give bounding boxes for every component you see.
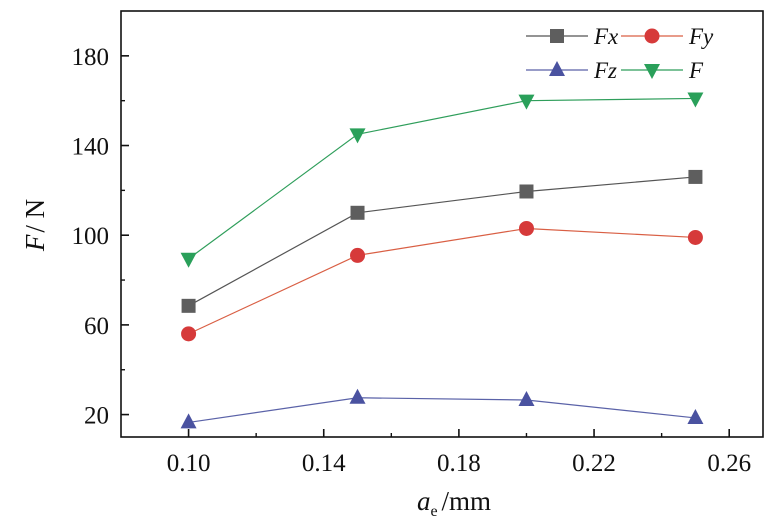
series-f	[180, 92, 704, 268]
data-point-f	[687, 92, 704, 108]
x-tick-label: 0.14	[302, 450, 346, 477]
data-point-fx	[688, 169, 703, 184]
x-tick-label: 0.26	[707, 450, 751, 477]
series-line-fx	[188, 176, 696, 307]
data-point-fz	[687, 408, 704, 424]
series-line-fz	[188, 397, 696, 424]
series-line-f	[188, 97, 696, 260]
series-fz	[180, 388, 704, 429]
legend-item-f: F	[621, 58, 704, 83]
y-axis-title-unit: / N	[20, 199, 50, 233]
x-tick-label: 0.22	[572, 450, 616, 477]
data-point-fx	[519, 184, 534, 199]
legend: Fx Fy Fz F	[526, 24, 714, 83]
x-axis-title-symbol: a	[417, 486, 431, 516]
y-axis-title: F/ N	[20, 199, 50, 252]
series-fy	[181, 220, 703, 342]
legend-item-fy: Fy	[621, 24, 714, 49]
data-point-f	[180, 252, 197, 268]
data-point-f	[518, 94, 535, 110]
legend-label-fx: Fx	[593, 24, 619, 49]
x-axis-title-unit: /mm	[442, 486, 492, 516]
y-tick-label: 140	[72, 134, 110, 161]
y-tick-label: 20	[84, 403, 109, 430]
legend-label-f: F	[688, 58, 704, 83]
data-point-fz	[180, 413, 197, 429]
data-point-fx	[181, 298, 196, 313]
data-point-fy	[518, 220, 534, 236]
legend-label-fz: Fz	[593, 58, 617, 83]
legend-marker-fy	[644, 28, 660, 44]
series-line-fy	[188, 227, 696, 335]
y-tick-label: 100	[72, 223, 110, 250]
y-tick-label: 180	[72, 44, 110, 71]
data-point-fy	[687, 229, 703, 245]
x-tick-label: 0.18	[437, 450, 481, 477]
data-point-fy	[350, 247, 366, 263]
data-point-fx	[350, 205, 365, 220]
legend-marker-fz	[549, 61, 565, 76]
data-point-fz	[518, 391, 535, 407]
x-axis-title: ae/mm	[417, 486, 491, 520]
series-fx	[181, 169, 703, 313]
legend-marker-fx	[550, 29, 564, 43]
y-axis-title-symbol: F	[20, 234, 50, 252]
legend-label-fy: Fy	[688, 24, 714, 49]
x-axis-title-subscript: e	[430, 503, 437, 520]
legend-item-fz: Fz	[526, 58, 617, 83]
legend-item-fx: Fx	[526, 24, 619, 49]
plot-frame	[120, 10, 764, 438]
legend-marker-f	[644, 64, 660, 79]
data-point-fz	[349, 388, 366, 404]
x-tick-label: 0.10	[167, 450, 211, 477]
data-point-fy	[181, 326, 197, 342]
y-tick-label: 60	[84, 313, 109, 340]
data-point-f	[349, 128, 366, 144]
